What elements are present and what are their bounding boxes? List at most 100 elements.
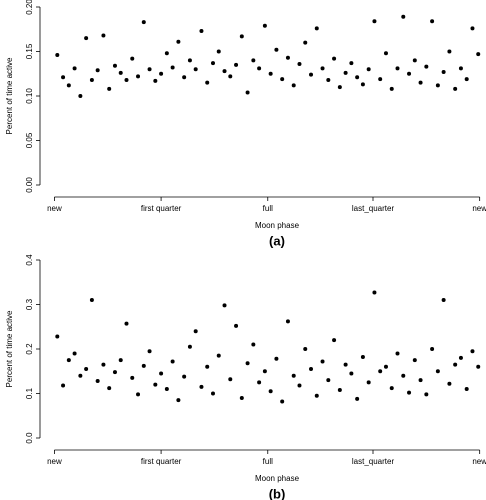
data-point xyxy=(383,51,388,56)
data-point xyxy=(407,71,412,76)
data-point xyxy=(89,77,94,82)
data-point xyxy=(418,378,423,383)
data-point xyxy=(107,86,112,91)
x-tick-label: first quarter xyxy=(141,457,182,466)
data-point xyxy=(153,78,158,83)
data-point xyxy=(366,380,371,385)
x-axis-title: Moon phase xyxy=(255,474,300,483)
data-point xyxy=(176,39,181,44)
data-point xyxy=(193,329,198,334)
data-point xyxy=(164,387,169,392)
data-point xyxy=(72,351,77,356)
data-point xyxy=(360,355,365,360)
data-point xyxy=(418,80,423,85)
data-point xyxy=(228,74,233,79)
data-point xyxy=(378,369,383,374)
data-point xyxy=(187,58,192,63)
data-point xyxy=(164,51,169,56)
y-tick-label: 0.4 xyxy=(25,254,34,266)
data-point xyxy=(355,396,360,401)
data-point xyxy=(395,66,400,71)
x-tick-label: full xyxy=(263,204,273,213)
data-point xyxy=(101,33,106,38)
data-point xyxy=(118,358,123,363)
data-point xyxy=(262,369,267,374)
data-point xyxy=(401,373,406,378)
data-point xyxy=(147,349,152,354)
data-point xyxy=(389,86,394,91)
data-point xyxy=(309,72,314,77)
data-point xyxy=(285,55,290,60)
data-point xyxy=(430,19,435,24)
data-point xyxy=(176,398,181,403)
caption: (a) xyxy=(269,233,285,248)
data-point xyxy=(222,303,227,308)
data-point xyxy=(61,75,66,80)
x-tick-label: first quarter xyxy=(141,204,182,213)
data-point xyxy=(222,69,227,74)
data-point xyxy=(441,69,446,74)
data-point xyxy=(268,389,273,394)
x-tick-label: last_quarter xyxy=(352,457,395,466)
data-point xyxy=(118,70,123,75)
data-point xyxy=(291,373,296,378)
data-point xyxy=(464,77,469,82)
data-point xyxy=(326,378,331,383)
data-point xyxy=(274,47,279,52)
data-point xyxy=(274,356,279,361)
data-point xyxy=(205,80,210,85)
data-point xyxy=(234,323,239,328)
data-point xyxy=(476,364,481,369)
data-point xyxy=(268,71,273,76)
data-point xyxy=(95,379,100,384)
data-point xyxy=(95,68,100,73)
data-point xyxy=(297,61,302,66)
data-point xyxy=(303,40,308,45)
data-point xyxy=(343,70,348,75)
data-point xyxy=(124,77,129,82)
y-tick-label: 0.1 xyxy=(25,387,34,399)
data-point xyxy=(170,359,175,364)
data-point xyxy=(285,319,290,324)
data-point xyxy=(470,349,475,354)
data-point xyxy=(193,67,198,72)
data-point xyxy=(199,29,204,34)
data-point xyxy=(372,19,377,24)
data-point xyxy=(147,67,152,72)
data-point xyxy=(107,386,112,391)
data-point xyxy=(337,387,342,392)
y-tick-label: 0.05 xyxy=(25,132,34,148)
data-point xyxy=(66,358,71,363)
data-point xyxy=(234,62,239,67)
y-tick-label: 0.20 xyxy=(25,0,34,15)
data-point xyxy=(314,26,319,31)
data-point xyxy=(170,65,175,70)
data-point xyxy=(84,36,89,41)
data-point xyxy=(78,94,83,98)
data-point xyxy=(383,364,388,369)
data-point xyxy=(320,66,325,71)
y-tick-label: 0.00 xyxy=(25,177,34,193)
data-point xyxy=(378,77,383,82)
x-tick-label: full xyxy=(263,457,273,466)
data-point xyxy=(303,347,308,351)
data-point xyxy=(349,61,354,66)
y-axis-title: Percent of time active xyxy=(5,57,14,134)
data-point xyxy=(199,384,204,389)
data-point xyxy=(262,23,267,28)
data-point xyxy=(251,342,256,347)
data-point xyxy=(355,75,360,80)
data-point xyxy=(424,64,429,69)
data-point xyxy=(251,58,256,63)
data-point xyxy=(245,361,250,366)
data-point xyxy=(349,371,354,376)
y-tick-label: 0.10 xyxy=(25,88,34,104)
data-point xyxy=(245,90,250,95)
data-point xyxy=(130,375,135,380)
data-point xyxy=(360,82,365,87)
data-point xyxy=(159,71,164,76)
data-point xyxy=(61,383,66,388)
data-point xyxy=(337,85,342,90)
data-point xyxy=(182,75,187,80)
